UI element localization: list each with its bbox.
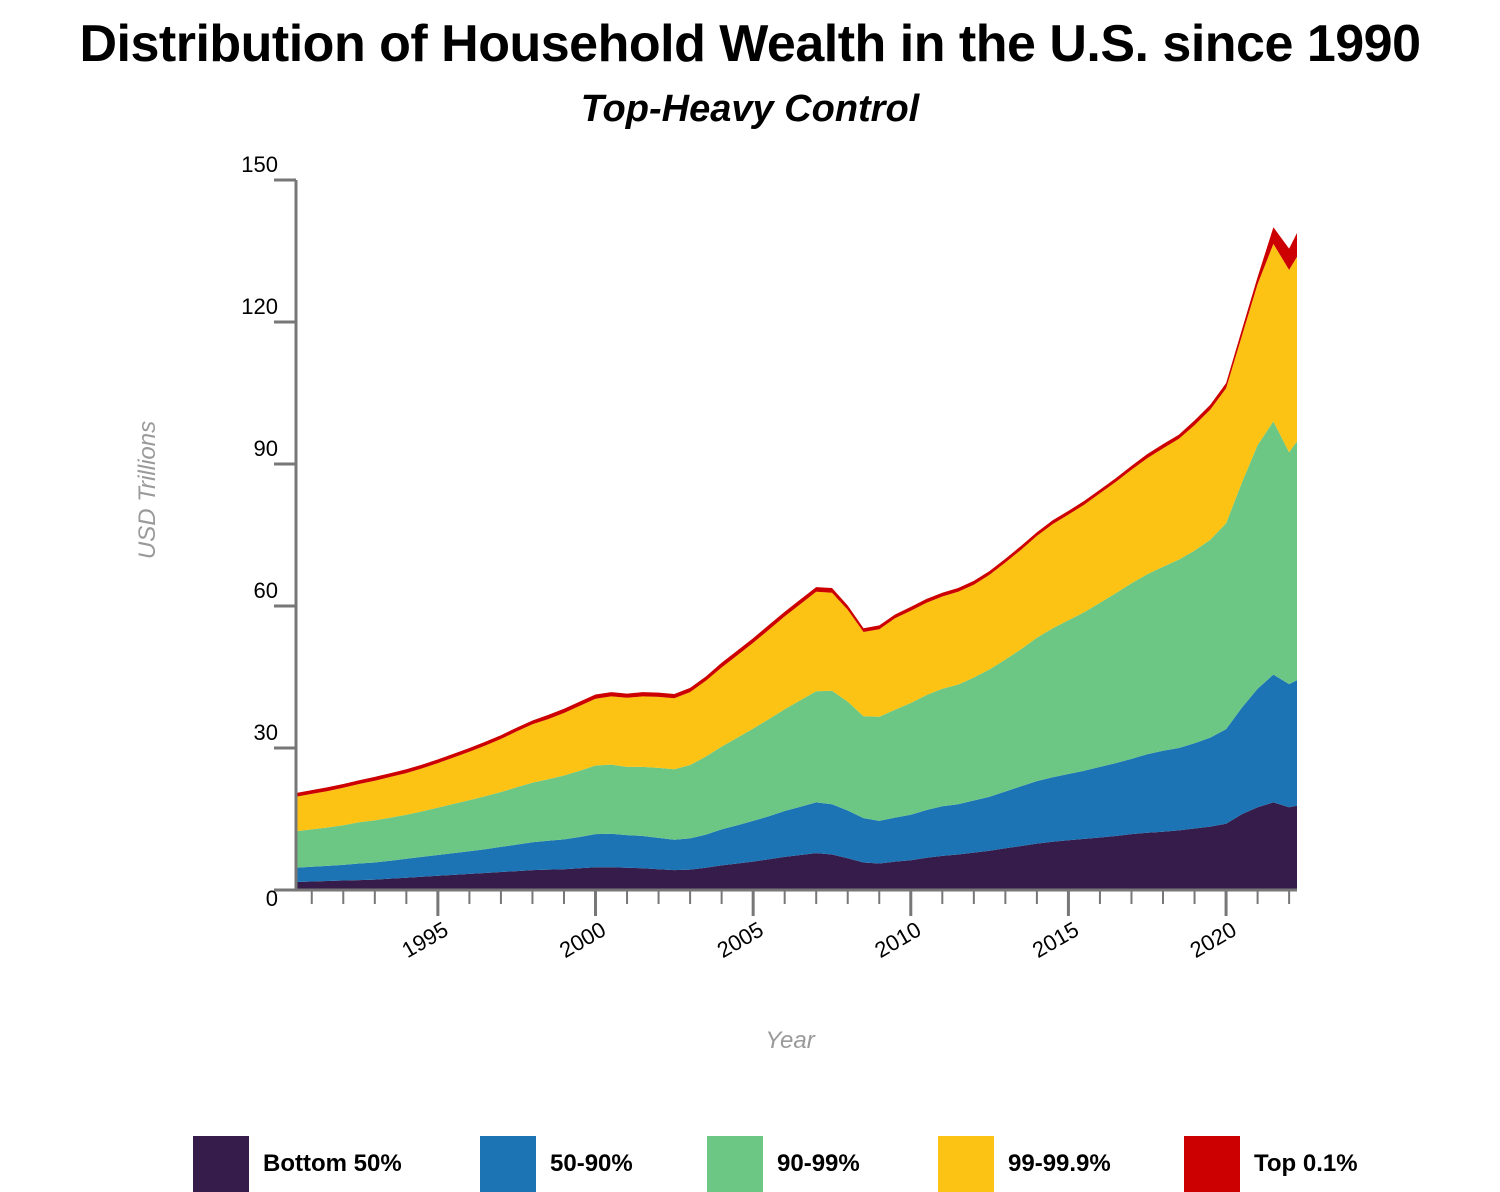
y-axis-title: USD Trillions: [134, 421, 161, 559]
legend-item-top-0-1: Top 0.1%: [1184, 1136, 1358, 1192]
x-tick-label: 2005: [713, 917, 768, 963]
x-tick-label: 1995: [397, 917, 452, 963]
x-tick-label: 2010: [870, 917, 925, 963]
legend-label-bottom-50: Bottom 50%: [263, 1150, 402, 1177]
y-tick-label: 0: [266, 886, 278, 911]
legend-swatch-90-99: [707, 1136, 763, 1192]
legend-item-99-99-9: 99-99.9%: [938, 1136, 1111, 1192]
x-axis-ticks: 1995 2000 2005 2010 2015 2020: [310, 890, 1291, 963]
y-tick-label: 60: [254, 578, 278, 603]
x-tick-label: 2015: [1028, 917, 1083, 963]
stacked-areas: [296, 227, 1297, 890]
area-bottom-50: [296, 802, 1297, 890]
legend-label-90-99: 90-99%: [777, 1150, 860, 1177]
area-99-99-9: [296, 243, 1297, 832]
legend-item-90-99: 90-99%: [707, 1136, 860, 1192]
area-50-90: [296, 674, 1297, 882]
legend-swatch-99-99-9: [938, 1136, 994, 1192]
x-tick-label: 2000: [555, 917, 610, 963]
legend-label-50-90: 50-90%: [550, 1150, 633, 1177]
legend-swatch-bottom-50: [193, 1136, 249, 1192]
x-axis-title: Year: [765, 1027, 815, 1054]
legend-item-50-90: 50-90%: [480, 1136, 633, 1192]
y-tick-label: 90: [254, 436, 278, 461]
y-tick-label: 150: [241, 152, 278, 177]
chart-title: Distribution of Household Wealth in the …: [79, 15, 1421, 73]
x-tick-label: 2020: [1186, 917, 1241, 963]
legend-item-bottom-50: Bottom 50%: [193, 1136, 402, 1192]
y-tick-label: 120: [241, 294, 278, 319]
legend-swatch-top-0-1: [1184, 1136, 1240, 1192]
chart-area: 0 30 60 90 120 150 1995 2000 2005 2010 2015 2020 U…: [134, 152, 1297, 1054]
axes: [294, 180, 1297, 892]
area-90-99: [296, 421, 1297, 868]
legend: Bottom 50% 50-90% 90-99% 99-99.9% Top 0.…: [0, 1136, 1500, 1192]
legend-swatch-50-90: [480, 1136, 536, 1192]
chart-subtitle: Top-Heavy Control: [580, 88, 920, 130]
legend-label-top-0-1: Top 0.1%: [1254, 1150, 1358, 1177]
y-tick-label: 30: [254, 720, 278, 745]
y-axis-ticks: 0 30 60 90 120 150: [241, 152, 296, 911]
legend-label-99-99-9: 99-99.9%: [1008, 1150, 1111, 1177]
